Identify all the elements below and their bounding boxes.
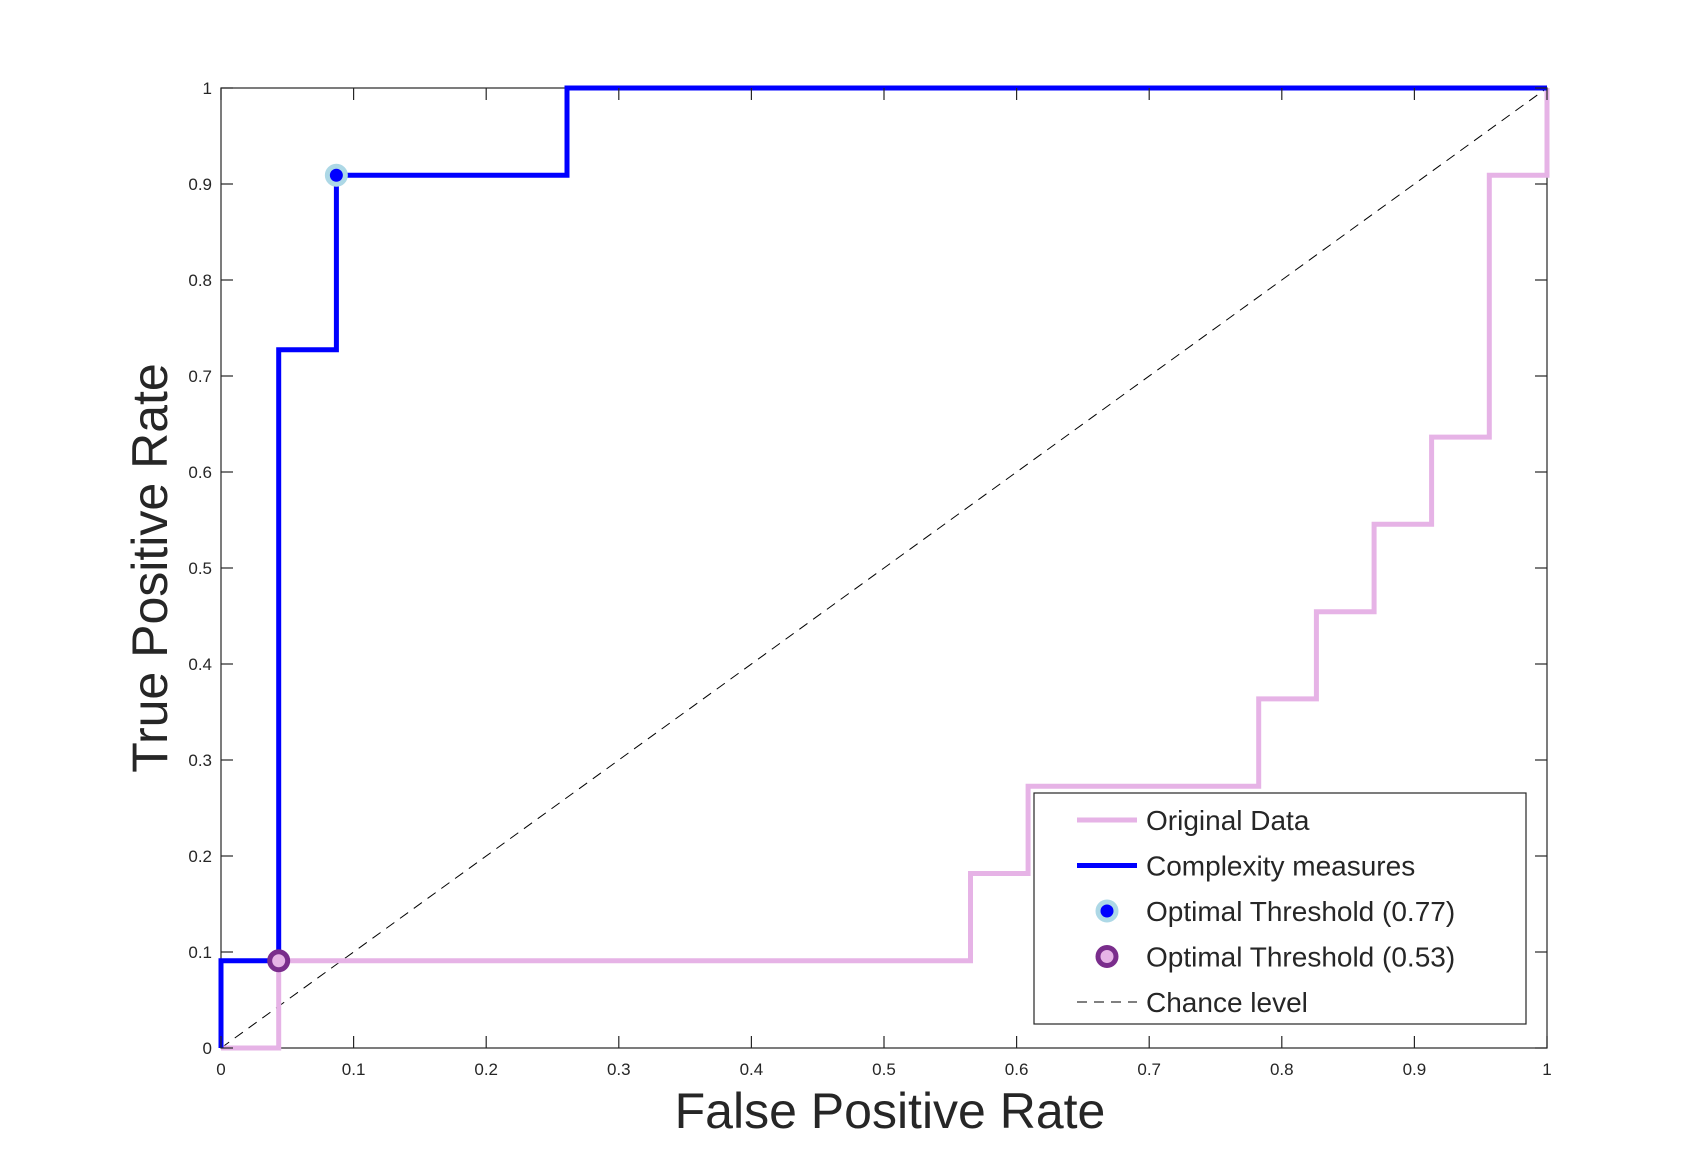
x-tick-label: 0	[216, 1060, 225, 1079]
legend-item: Optimal Threshold (0.53)	[1095, 942, 1455, 973]
original-data-line	[221, 88, 1550, 1051]
x-tick-label: 0.6	[1005, 1060, 1029, 1079]
x-tick-label: 0.2	[474, 1060, 498, 1079]
y-tick-label: 0.1	[188, 943, 212, 962]
x-tick-label: 0.4	[740, 1060, 764, 1079]
legend-label: Optimal Threshold (0.77)	[1146, 896, 1455, 927]
x-tick-label: 0.3	[607, 1060, 631, 1079]
chance-level-line	[220, 87, 1548, 1049]
legend-label: Optimal Threshold (0.53)	[1146, 942, 1455, 973]
legend-item: Complexity measures	[1077, 851, 1415, 882]
y-tick-label: 0.5	[188, 559, 212, 578]
y-tick-label: 0	[203, 1039, 212, 1058]
legend-swatch-marker	[1095, 945, 1119, 968]
y-tick-label: 0.4	[188, 655, 212, 674]
legend-swatch-marker	[1095, 899, 1119, 923]
y-tick-label: 0.6	[188, 463, 212, 482]
x-axis-ticks: 0 0.1 0.2 0.3 0.4 0.5 0.6 0.7 0.8 0.9 1	[216, 88, 1552, 1079]
y-tick-label: 0.8	[188, 271, 212, 290]
legend-label: Original Data	[1146, 805, 1310, 836]
y-tick-label: 0.7	[188, 367, 212, 386]
y-tick-label: 0.2	[188, 847, 212, 866]
y-axis-ticks: 0 0.1 0.2 0.3 0.4 0.5 0.6 0.7 0.8 0.9 1	[188, 79, 1547, 1058]
complexity-measures-line	[218, 85, 1547, 1048]
legend-item: Optimal Threshold (0.77)	[1095, 896, 1455, 927]
legend-label: Complexity measures	[1146, 851, 1415, 882]
y-axis-title: True Positive Rate	[122, 363, 178, 772]
x-tick-label: 0.8	[1270, 1060, 1294, 1079]
y-tick-label: 0.9	[188, 175, 212, 194]
legend-item: Chance level	[1077, 987, 1308, 1018]
legend-label: Chance level	[1146, 987, 1308, 1018]
x-axis-title: False Positive Rate	[675, 1083, 1106, 1139]
optimal-threshold-marker-2	[267, 949, 291, 973]
x-tick-label: 0.1	[342, 1060, 366, 1079]
legend: Original Data Complexity measures Optimal …	[1033, 792, 1527, 1025]
optimal-threshold-marker-1	[324, 163, 348, 187]
x-tick-label: 0.5	[872, 1060, 896, 1079]
y-tick-label: 1	[203, 79, 212, 98]
x-tick-label: 0.9	[1403, 1060, 1427, 1079]
legend-item: Original Data	[1077, 805, 1310, 836]
x-tick-label: 1	[1542, 1060, 1551, 1079]
y-tick-label: 0.3	[188, 751, 212, 770]
x-tick-label: 0.7	[1137, 1060, 1161, 1079]
